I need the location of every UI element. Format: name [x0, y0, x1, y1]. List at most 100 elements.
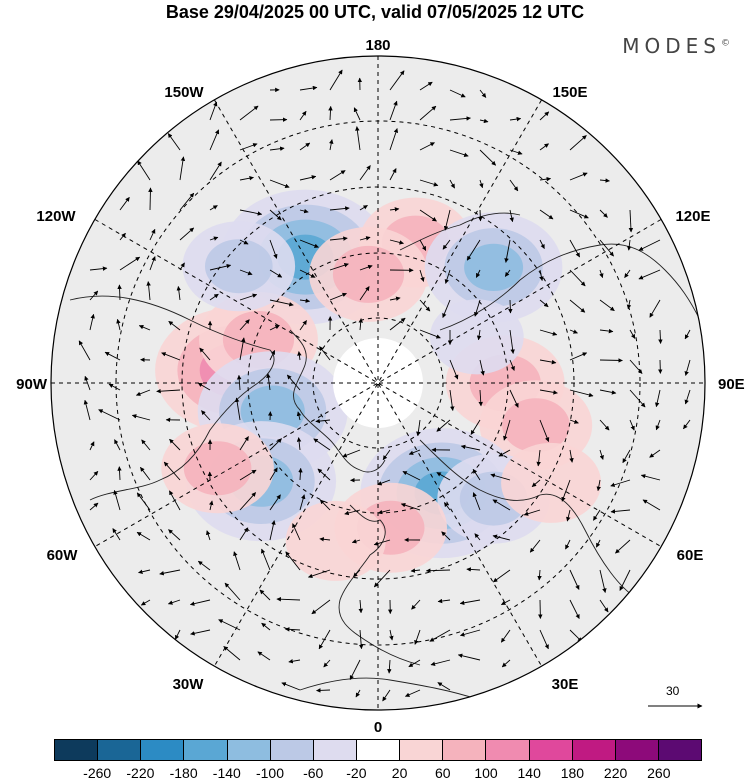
colorbar-segment: [529, 740, 573, 760]
wind-arrow: [402, 470, 421, 481]
wind-arrow: [442, 239, 451, 250]
wind-arrow: [492, 499, 511, 511]
wind-arrow: [358, 629, 364, 650]
wind-arrow: [89, 441, 95, 451]
wind-arrow: [599, 599, 609, 613]
wind-arrow: [209, 263, 232, 271]
wind-arrow: [135, 389, 151, 396]
wind-arrow: [419, 329, 441, 339]
wind-arrow: [299, 239, 319, 248]
wind-arrow: [539, 111, 550, 121]
wind-arrow: [478, 209, 483, 222]
wind-arrow: [199, 347, 211, 361]
wind-arrow: [83, 399, 91, 421]
wind-arrow: [649, 449, 661, 458]
wind-arrow: [566, 509, 571, 522]
wind-arrow: [504, 239, 511, 263]
colorbar-segment: [443, 740, 487, 760]
wind-arrow: [569, 389, 594, 398]
wind-arrow: [179, 227, 195, 241]
wind-arrow: [389, 100, 398, 121]
wind-arrow: [490, 473, 511, 481]
wind-arrow: [319, 346, 331, 361]
colorbar-segment: [615, 740, 659, 760]
wind-arrow: [449, 359, 459, 380]
wind-arrow: [296, 437, 302, 451]
wind-arrow: [642, 499, 661, 511]
wind-arrow: [437, 682, 451, 691]
wind-arrow: [437, 598, 451, 604]
wind-arrow: [349, 659, 361, 681]
wind-arrow: [449, 179, 455, 189]
wind-arrow: [492, 534, 511, 541]
wind-arrow: [239, 143, 258, 151]
wind-arrow: [629, 359, 643, 374]
wind-arrow: [299, 320, 307, 331]
wind-arrow: [449, 116, 471, 121]
wind-arrow: [536, 449, 541, 467]
colorbar-segment: [184, 740, 228, 760]
wind-arrow: [599, 239, 614, 257]
wind-arrow: [638, 239, 661, 251]
colorbar-tick-label: -260: [83, 765, 112, 781]
wind-arrow: [436, 472, 451, 481]
wind-arrow: [358, 599, 363, 614]
wind-arrow: [239, 239, 249, 245]
wind-arrow: [416, 419, 421, 437]
wind-arrow: [479, 179, 484, 189]
wind-arrow: [140, 599, 151, 606]
wind-arrow: [316, 688, 331, 693]
lon-label-60w: 60W: [47, 547, 79, 564]
wind-arrow: [209, 161, 222, 181]
wind-arrow: [569, 209, 589, 219]
pole-cap: [333, 338, 423, 428]
wind-arrow: [626, 239, 632, 251]
wind-arrow: [599, 569, 607, 593]
anomaly-contour: [332, 245, 405, 303]
colorbar-tick-label: 260: [647, 765, 671, 781]
wind-arrow: [619, 569, 631, 591]
wind-vectors: [78, 69, 691, 702]
wind-arrow: [138, 569, 151, 574]
colorbar-tick-label: -220: [126, 765, 155, 781]
wind-arrow: [599, 178, 610, 183]
colorbar-tick-label: 20: [391, 765, 408, 781]
wind-arrow: [629, 389, 646, 408]
anomaly-contour: [285, 500, 386, 581]
colorbar-segment: [572, 740, 616, 760]
anomaly-contour: [183, 441, 252, 496]
wind-arrow: [239, 105, 259, 121]
wind-arrow: [269, 209, 282, 221]
wind-arrow: [298, 467, 303, 481]
wind-arrow: [149, 256, 156, 271]
wind-arrow: [206, 530, 211, 541]
wind-arrow: [658, 329, 663, 344]
wind-arrow: [509, 116, 522, 122]
wind-arrow: [136, 492, 151, 511]
wind-arrow: [389, 168, 397, 181]
wind-arrow: [269, 520, 276, 541]
wind-arrow: [358, 318, 363, 331]
wind-arrow: [509, 389, 519, 408]
wind-arrow: [359, 264, 373, 271]
wind-arrow: [569, 329, 578, 334]
wind-arrow: [119, 232, 126, 241]
colorbar-segment: [98, 740, 142, 760]
wind-arrow: [474, 299, 481, 317]
wind-arrow: [508, 299, 513, 314]
wind-arrow: [373, 569, 391, 588]
wind-arrow: [377, 479, 391, 486]
wind-arrow: [569, 419, 579, 424]
wind-arrow: [329, 170, 346, 181]
colorbar-tick-label: 60: [435, 765, 451, 781]
wind-arrow: [479, 359, 485, 376]
map-border: [50, 55, 706, 711]
wind-arrow: [209, 129, 220, 151]
colorbar-segment: [486, 740, 530, 760]
wind-arrow: [449, 149, 469, 157]
wind-arrow: [313, 438, 331, 451]
wind-arrow: [208, 500, 214, 511]
wind-arrow: [622, 449, 631, 464]
wind-arrow: [472, 468, 481, 481]
siberia-coast: [439, 243, 701, 331]
